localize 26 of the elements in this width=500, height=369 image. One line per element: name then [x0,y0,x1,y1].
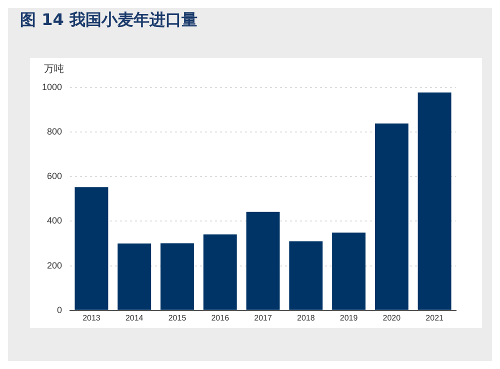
y-tick-label: 400 [46,216,62,226]
x-tick-label: 2019 [340,313,358,322]
y-tick-label: 0 [57,304,62,315]
x-tick-label: 2018 [297,313,316,322]
chart-title: 图 14 我国小麦年进口量 [20,10,198,31]
bar [160,243,194,310]
y-tick-label: 1000 [42,82,62,92]
x-tick-label: 2015 [168,313,187,322]
y-tick-label: 800 [46,126,62,136]
bar [332,232,366,310]
bar [289,241,323,310]
bar [246,212,280,310]
y-tick-label: 600 [46,171,62,182]
bar [418,92,452,310]
bar [203,234,237,310]
x-tick-label: 2020 [382,313,402,322]
x-tick-label: 2013 [82,313,101,322]
x-tick-label: 2016 [211,313,230,322]
y-axis-title: 万吨 [44,62,64,76]
bar [74,187,108,310]
bar [374,124,408,310]
x-tick-label: 2017 [254,313,272,322]
x-tick-label: 2014 [125,313,144,322]
bar [118,244,152,310]
x-tick-label: 2021 [426,313,444,322]
y-tick-label: 200 [46,260,62,270]
